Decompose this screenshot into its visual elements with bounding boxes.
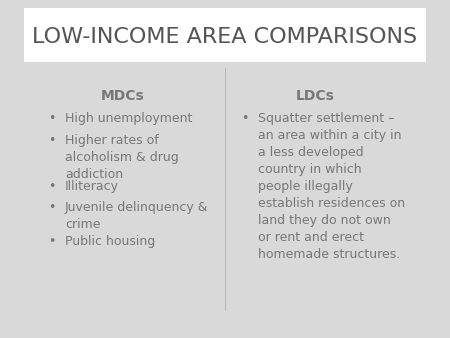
Text: •: • [48,112,56,125]
Text: •: • [48,134,56,147]
Text: •: • [242,112,249,125]
Text: MDCs: MDCs [100,89,144,102]
FancyBboxPatch shape [24,8,426,62]
Text: •: • [48,201,56,214]
Text: •: • [48,235,56,248]
Text: •: • [48,179,56,193]
Text: LOW-INCOME AREA COMPARISONS: LOW-INCOME AREA COMPARISONS [32,27,418,47]
Text: LDCs: LDCs [296,89,335,102]
Text: High unemployment: High unemployment [65,112,192,125]
Text: Juvenile delinquency &
crime: Juvenile delinquency & crime [65,201,208,231]
Text: Higher rates of
alcoholism & drug
addiction: Higher rates of alcoholism & drug addict… [65,134,179,181]
Text: Illiteracy: Illiteracy [65,179,119,193]
Text: Squatter settlement –
an area within a city in
a less developed
country in which: Squatter settlement – an area within a c… [258,112,405,261]
Text: Public housing: Public housing [65,235,155,248]
